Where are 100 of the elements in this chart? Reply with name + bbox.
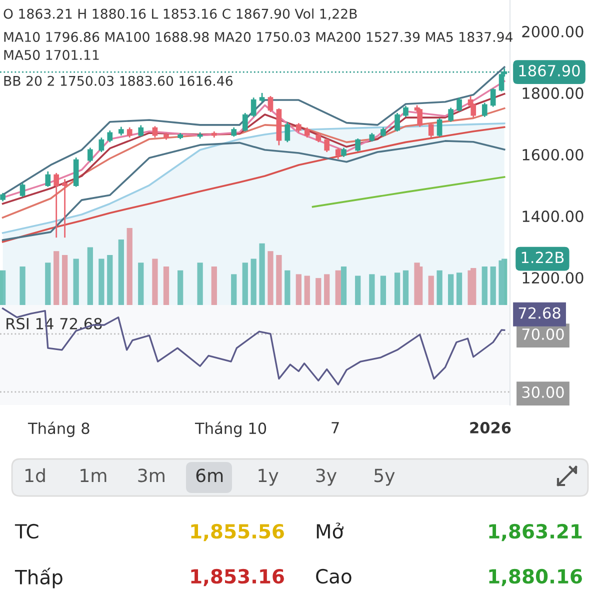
bar: [178, 270, 184, 305]
text: 1,863.21: [489, 524, 582, 542]
y-tick-label: 1600.00: [522, 148, 584, 161]
y-tick-label: 1200.00: [522, 272, 584, 284]
bar: [54, 251, 60, 305]
candlestick: [394, 112, 400, 132]
text: 3y: [316, 468, 337, 486]
bar: [138, 262, 144, 305]
annotation: O 1863.21 H 1880.16 L 1853.16 C 1867.90 Vol 1,22B: [4, 8, 357, 20]
text: 1.22B: [522, 252, 564, 264]
bar: [152, 258, 158, 305]
text: 1,855.56: [191, 524, 284, 542]
ref-line-label: 1867.90: [519, 64, 580, 76]
bar: [456, 272, 462, 305]
candlestick: [380, 126, 386, 138]
bar: [163, 266, 170, 305]
bar: [490, 266, 496, 305]
candlestick: [152, 125, 158, 138]
bar: [284, 270, 290, 305]
candlestick: [88, 147, 93, 163]
line-series: [2, 92, 506, 205]
candlestick: [335, 148, 341, 160]
candlestick: [324, 138, 330, 153]
text: 1y: [258, 468, 278, 486]
annotation: BB 20 2 1750.03 1883.60 1616.46: [4, 76, 233, 86]
annotation: 72.68: [518, 307, 560, 319]
x-tick-label: 2026: [470, 422, 511, 434]
bar: [380, 276, 386, 305]
x-tick-label: Tháng 8: [28, 422, 90, 438]
bar: [118, 240, 124, 305]
bar: [242, 262, 248, 305]
candlestick: [242, 112, 248, 132]
y-tick-label: 2000.00: [522, 26, 584, 38]
candlestick: [482, 102, 488, 118]
bar: [250, 258, 256, 305]
bar: [402, 270, 409, 305]
candlestick: [316, 132, 322, 143]
line-series: [2, 308, 506, 386]
bar: [259, 243, 265, 305]
bar: [436, 270, 442, 305]
candlestick: [341, 147, 346, 158]
bar: [231, 274, 237, 305]
candlestick: [20, 182, 26, 198]
text: 1,853.16: [191, 568, 284, 586]
bar: [470, 268, 476, 305]
bar: [0, 270, 6, 305]
bar: [87, 247, 93, 305]
text: 1m: [80, 468, 106, 482]
text: 5y: [374, 468, 395, 486]
x-tick-label: Tháng 10: [194, 422, 266, 438]
text: TC: [14, 524, 38, 539]
y-tick-label: 1400.00: [522, 210, 584, 222]
text: 1,880.16: [489, 568, 582, 586]
annotation: MA50 1701.11: [4, 50, 99, 60]
candlestick: [448, 107, 454, 123]
candlestick: [98, 136, 104, 153]
bar: [197, 262, 203, 305]
bar: [502, 258, 508, 305]
bar: [316, 278, 322, 305]
y-tick-label: 70.00: [522, 328, 564, 340]
bar: [62, 254, 68, 305]
x-tick-label: 7: [332, 422, 339, 434]
text: 1d: [26, 468, 45, 482]
candlestick: [304, 126, 310, 138]
candlestick: [231, 126, 237, 138]
candlestick: [54, 172, 60, 238]
bar: [335, 270, 341, 305]
bar: [482, 266, 488, 305]
bar: [355, 276, 361, 305]
candlestick: [268, 95, 274, 113]
bar: [268, 251, 274, 305]
candlestick: [284, 121, 290, 143]
bar: [45, 262, 51, 305]
candlestick: [107, 130, 113, 143]
bar: [324, 274, 330, 305]
candlestick: [428, 122, 434, 138]
text: Cao: [316, 568, 352, 584]
bar: [448, 274, 454, 305]
candlestick: [138, 124, 144, 138]
bar: [211, 266, 217, 305]
candlestick: [456, 96, 462, 112]
bar: [73, 258, 79, 305]
candlestick: [45, 170, 51, 188]
bar: [340, 266, 347, 305]
candlestick: [355, 138, 361, 152]
y-tick-label: 1800.00: [522, 87, 584, 99]
candlestick: [436, 117, 442, 138]
candlestick: [62, 178, 68, 238]
bar: [126, 228, 132, 305]
candlestick: [296, 122, 302, 134]
bar: [428, 276, 434, 305]
candlestick: [490, 88, 496, 108]
bar: [304, 276, 310, 305]
candlestick: [403, 105, 408, 118]
text: Thấp: [14, 568, 62, 588]
bar: [107, 254, 113, 305]
text: 3m: [138, 468, 164, 482]
candlestick: [417, 108, 422, 128]
bar: [276, 254, 282, 305]
text: 6m: [196, 468, 223, 482]
